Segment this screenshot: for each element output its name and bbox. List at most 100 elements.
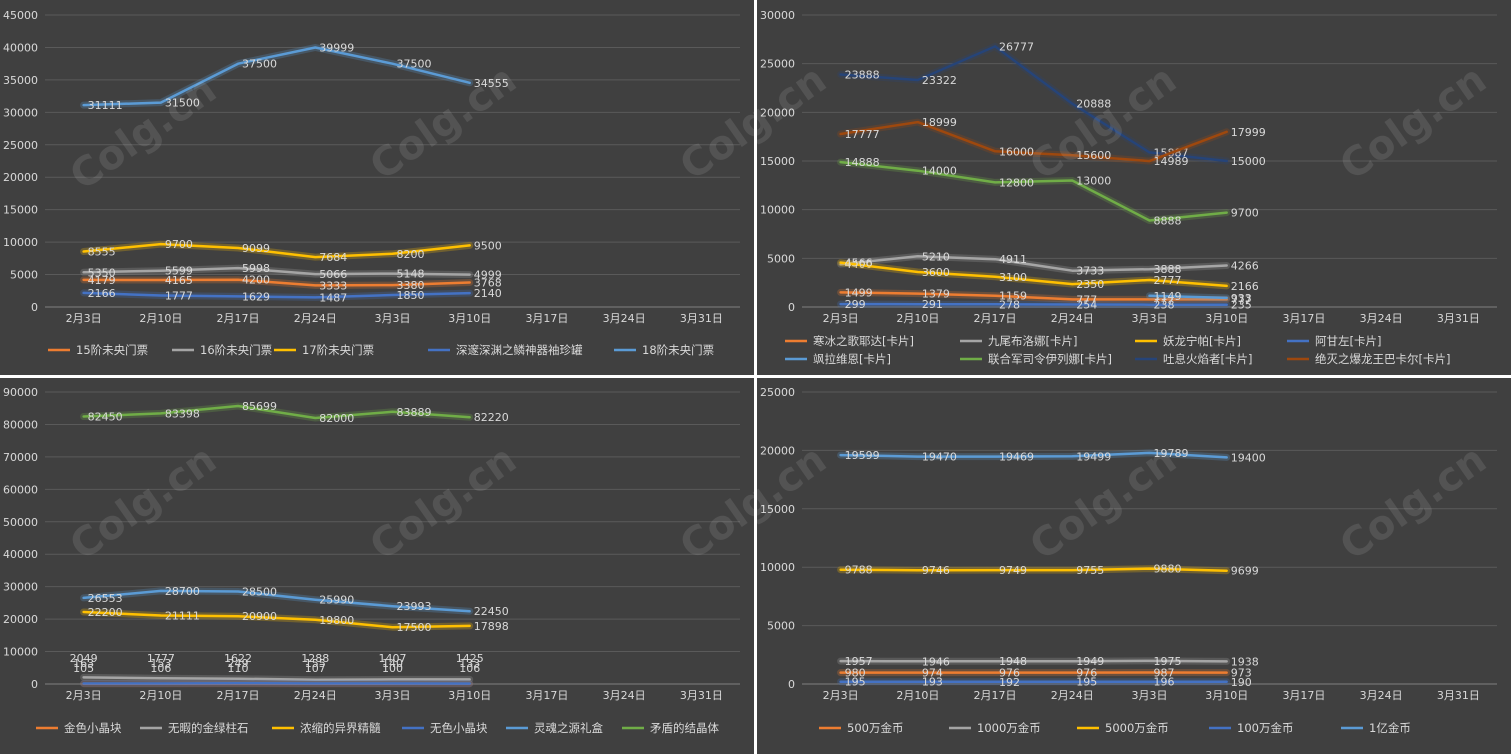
legend-label: 金色小晶块 — [64, 721, 122, 735]
data-label: 22200 — [88, 606, 123, 619]
data-label: 5599 — [165, 265, 193, 278]
data-label: 976 — [1076, 667, 1097, 680]
data-label: 974 — [922, 667, 943, 680]
legend-label: 寒冰之歌耶达[卡片] — [813, 334, 914, 348]
series-line — [82, 242, 471, 259]
y-tick-label: 40000 — [3, 548, 38, 561]
data-label: 4165 — [165, 274, 193, 287]
data-label: 1949 — [1076, 655, 1104, 668]
data-label: 1629 — [242, 290, 270, 303]
legend-label: 1000万金币 — [977, 721, 1041, 735]
x-tick-label: 2月17日 — [974, 689, 1017, 702]
data-label: 1946 — [922, 655, 950, 668]
data-label: 34555 — [474, 77, 509, 90]
data-label: 9700 — [165, 238, 193, 251]
x-tick-label: 2月10日 — [896, 312, 939, 325]
data-label: 777 — [1076, 293, 1097, 306]
x-tick-label: 3月24日 — [603, 312, 646, 325]
x-tick-label: 2月3日 — [66, 689, 102, 702]
y-tick-label: 5000 — [767, 252, 795, 265]
x-tick-label: 3月17日 — [525, 689, 568, 702]
legend-label: 无色小晶块 — [430, 721, 488, 735]
series-line — [839, 567, 1228, 572]
data-label: 9700 — [1231, 207, 1259, 220]
data-label: 1948 — [999, 655, 1027, 668]
y-tick-label: 10000 — [3, 646, 38, 659]
data-label: 1149 — [1154, 290, 1182, 303]
x-tick-label: 2月3日 — [66, 312, 102, 325]
data-label: 21111 — [165, 610, 200, 623]
data-label: 5998 — [242, 262, 270, 275]
y-tick-label: 5000 — [10, 269, 38, 282]
data-label: 23322 — [922, 74, 957, 87]
data-label: 3600 — [922, 266, 950, 279]
data-label: 83889 — [397, 406, 432, 419]
y-tick-label: 70000 — [3, 451, 38, 464]
series-line — [839, 451, 1228, 459]
data-label: 1425 — [456, 652, 484, 665]
data-label: 9500 — [474, 239, 502, 252]
series-line — [839, 160, 1228, 222]
legend-label: 吐息火焰者[卡片] — [1163, 352, 1252, 366]
data-label: 299 — [845, 298, 866, 311]
legend-label: 灵魂之源礼盒 — [534, 721, 603, 735]
legend-label: 九尾布洛娜[卡片] — [988, 334, 1077, 348]
legend-label: 18阶未央门票 — [642, 343, 714, 357]
x-tick-label: 3月10日 — [1205, 312, 1248, 325]
data-label: 4911 — [999, 253, 1027, 266]
data-label: 17898 — [474, 620, 509, 633]
data-label: 100 — [382, 662, 403, 675]
x-tick-label: 2月3日 — [823, 312, 859, 325]
data-label: 23993 — [397, 600, 432, 613]
data-label: 85699 — [242, 400, 277, 413]
data-label: 2777 — [1154, 274, 1182, 287]
x-tick-label: 3月17日 — [1282, 312, 1325, 325]
y-tick-label: 0 — [788, 678, 795, 691]
series-line — [839, 120, 1228, 163]
y-tick-label: 30000 — [3, 106, 38, 119]
data-label: 1957 — [845, 655, 873, 668]
x-tick-label: 2月10日 — [896, 689, 939, 702]
y-tick-label: 80000 — [3, 418, 38, 431]
legend-label: 无暇的金绿柱石 — [168, 721, 249, 735]
data-label: 163 — [73, 657, 94, 670]
data-label: 82220 — [474, 411, 509, 424]
y-tick-label: 20000 — [760, 106, 795, 119]
x-tick-label: 2月24日 — [1051, 312, 1094, 325]
data-label: 28700 — [165, 585, 200, 598]
y-tick-label: 30000 — [3, 581, 38, 594]
x-tick-label: 3月10日 — [448, 312, 491, 325]
series-line-glow — [837, 158, 1231, 224]
legend-label: 妖龙宁帕[卡片] — [1163, 334, 1241, 348]
data-label: 987 — [1154, 666, 1175, 679]
data-label: 5350 — [88, 266, 116, 279]
data-label: 1288 — [301, 652, 329, 665]
data-label: 1487 — [319, 291, 347, 304]
data-label: 25990 — [319, 594, 354, 607]
data-label: 37500 — [397, 58, 432, 71]
data-label: 2166 — [1231, 280, 1259, 293]
y-tick-label: 90000 — [3, 386, 38, 399]
data-label: 8200 — [397, 248, 425, 261]
legend-label: 飒拉维恩[卡片] — [813, 352, 891, 366]
y-tick-label: 15000 — [3, 204, 38, 217]
series-line — [839, 261, 1228, 288]
legend-label: 联合军司令伊列娜[卡片] — [988, 352, 1112, 366]
data-label: 18999 — [922, 116, 957, 129]
x-tick-label: 3月31日 — [1437, 689, 1480, 702]
data-label: 31111 — [88, 99, 123, 112]
data-label: 2166 — [88, 287, 116, 300]
series-line — [82, 291, 471, 299]
data-label: 3333 — [319, 279, 347, 292]
data-label: 192 — [999, 676, 1020, 689]
legend-label: 深邃深渊之鳞神器袖珍罐 — [456, 343, 583, 357]
x-tick-label: 2月3日 — [823, 689, 859, 702]
data-label: 195 — [1076, 676, 1097, 689]
x-tick-label: 3月24日 — [603, 689, 646, 702]
data-label: 140 — [382, 657, 403, 670]
legend-label: 16阶未央门票 — [200, 343, 272, 357]
data-label: 20888 — [1076, 98, 1111, 111]
data-label: 1777 — [147, 652, 175, 665]
data-label: 291 — [922, 298, 943, 311]
y-tick-label: 20000 — [760, 444, 795, 457]
